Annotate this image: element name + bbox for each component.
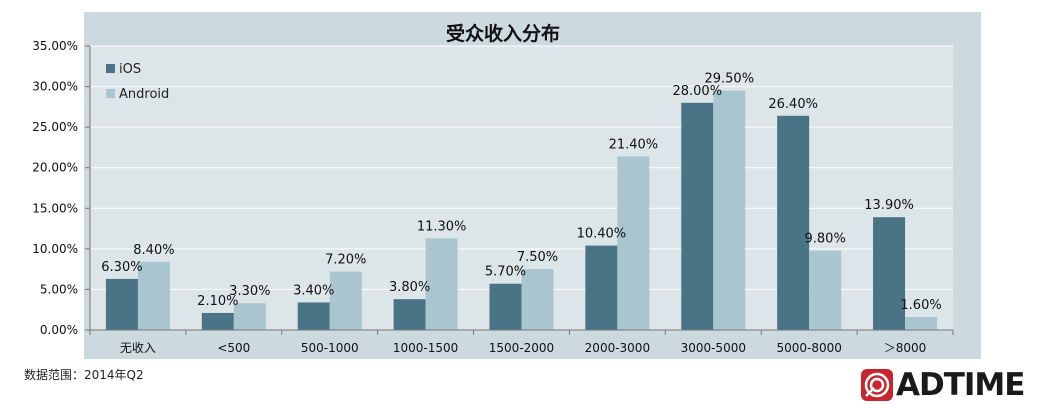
bar-ios: [777, 115, 810, 330]
data-label: 13.90%: [864, 198, 914, 213]
bar-android: [809, 250, 842, 330]
x-tick-label: 2000-3000: [585, 341, 650, 355]
data-label: 7.20%: [325, 253, 366, 268]
y-tick-label: 35.00%: [32, 39, 78, 53]
legend-label: iOS: [119, 62, 141, 77]
legend-swatch: [106, 64, 115, 73]
legend-label: Android: [119, 87, 169, 102]
data-label: 8.40%: [133, 243, 174, 258]
x-tick-label: 3000-5000: [681, 341, 746, 355]
data-label: 6.30%: [101, 260, 142, 275]
x-tick-label: 500-1000: [301, 341, 359, 355]
logo-mark-icon: [861, 369, 893, 401]
bar-chart: 受众收入分布 6.30% 8.40% 2.10%3.30% 3.40% 7.20% 3.8…: [32, 12, 981, 359]
bar-android: [617, 156, 650, 330]
data-label: 26.40%: [768, 97, 818, 112]
bar-android: [905, 317, 938, 330]
bar-android: [233, 303, 266, 330]
data-label: 2.10%: [197, 294, 238, 309]
bar-android: [329, 271, 362, 330]
x-tick-label: ＞8000: [884, 341, 927, 355]
bar-ios: [585, 245, 618, 330]
bar-android: [137, 261, 170, 330]
bar-ios: [105, 278, 138, 330]
bar-android: [425, 238, 458, 330]
data-label: 3.40%: [293, 283, 334, 298]
y-tick-label: 5.00%: [40, 282, 78, 296]
bar-ios: [681, 102, 714, 330]
logo-text: ADTIME: [896, 367, 1025, 403]
x-tick-label: 1000-1500: [393, 341, 458, 355]
y-tick-label: 10.00%: [32, 242, 78, 256]
data-label: 3.30%: [229, 284, 270, 299]
chart-title: 受众收入分布: [446, 22, 560, 45]
bar-android: [521, 269, 554, 330]
y-tick-label: 15.00%: [32, 201, 78, 215]
x-tick-label: 5000-8000: [776, 341, 841, 355]
y-tick-label: 0.00%: [40, 323, 78, 337]
bar-ios: [297, 302, 330, 330]
bar-android: [713, 90, 746, 330]
legend-swatch: [106, 89, 115, 98]
bar-ios: [873, 217, 906, 330]
data-label: 29.50%: [704, 72, 754, 87]
y-tick-label: 25.00%: [32, 120, 78, 134]
source-note: 数据范围：2014年Q2: [24, 368, 144, 382]
data-label: 5.70%: [485, 265, 526, 280]
bar-ios: [489, 283, 522, 330]
x-tick-label: 1500-2000: [489, 341, 554, 355]
y-tick-label: 20.00%: [32, 161, 78, 175]
data-label: 11.30%: [417, 219, 467, 234]
x-tick-label: 无收入: [120, 341, 156, 355]
data-label: 7.50%: [517, 250, 558, 265]
data-label: 21.40%: [609, 137, 659, 152]
y-tick-label: 30.00%: [32, 80, 78, 94]
data-label: 28.00%: [672, 84, 722, 99]
bar-ios: [393, 299, 426, 330]
data-label: 3.80%: [389, 280, 430, 295]
data-label: 10.40%: [577, 227, 627, 242]
data-label: 9.80%: [805, 231, 846, 246]
data-label: 1.60%: [900, 298, 941, 313]
adtime-logo: ADTIME: [860, 366, 1045, 404]
x-tick-label: <500: [217, 341, 250, 355]
bar-ios: [201, 312, 234, 330]
